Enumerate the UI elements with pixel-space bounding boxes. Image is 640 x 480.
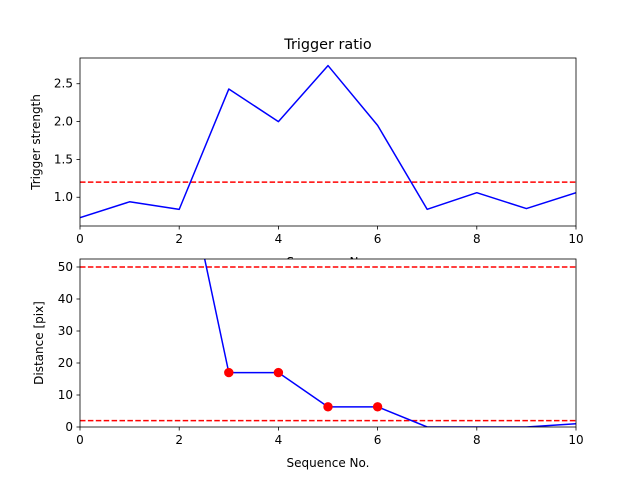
y-tick-label: 30 <box>58 324 73 338</box>
y-tick-label: 0 <box>65 420 73 434</box>
plot-frame <box>79 258 577 428</box>
y-tick-label: 50 <box>58 260 73 274</box>
axis-ticks: 0 2 4 6 8 10 1.0 1.5 2.0 2.5 <box>54 77 584 246</box>
data-point-marker <box>224 367 234 378</box>
x-tick-label: 0 <box>76 433 84 447</box>
data-point-marker <box>323 402 333 412</box>
x-tick-label: 8 <box>473 232 481 246</box>
plot-area <box>80 259 576 427</box>
x-tick-label: 6 <box>374 433 382 447</box>
axis-ticks: 0 2 4 6 8 10 0 10 20 30 40 50 <box>58 260 584 447</box>
x-tick-label: 10 <box>568 433 583 447</box>
y-axis-label: Trigger strength <box>29 94 43 191</box>
y-tick-label: 40 <box>58 292 73 306</box>
y-tick-label: 10 <box>58 388 73 402</box>
x-tick-label: 10 <box>568 232 583 246</box>
y-tick-label: 2.0 <box>54 115 73 129</box>
x-tick-label: 6 <box>374 232 382 246</box>
x-tick-label: 2 <box>175 232 183 246</box>
y-tick-label: 1.5 <box>54 152 73 166</box>
plot-frame <box>79 57 577 227</box>
x-tick-label: 4 <box>275 232 283 246</box>
plot-data <box>80 259 576 427</box>
distance-panel: 0 2 4 6 8 10 0 10 20 30 40 50 Sequence No. Distance… <box>32 258 584 470</box>
data-line <box>80 64 576 219</box>
x-tick-label: 0 <box>76 232 84 246</box>
x-axis-label: Sequence No. <box>287 456 370 470</box>
x-tick-label: 8 <box>473 433 481 447</box>
data-point-marker <box>372 402 383 412</box>
y-axis-label: Distance [pix] <box>32 301 46 385</box>
y-tick-label: 20 <box>58 356 73 370</box>
y-tick-label: 1.0 <box>54 190 73 204</box>
plot-data <box>80 64 576 219</box>
x-tick-label: 4 <box>275 433 283 447</box>
y-tick-label: 2.5 <box>54 77 73 91</box>
x-tick-label: 2 <box>175 433 183 447</box>
chart-title: Trigger ratio <box>283 37 372 53</box>
data-point-marker <box>273 367 284 378</box>
